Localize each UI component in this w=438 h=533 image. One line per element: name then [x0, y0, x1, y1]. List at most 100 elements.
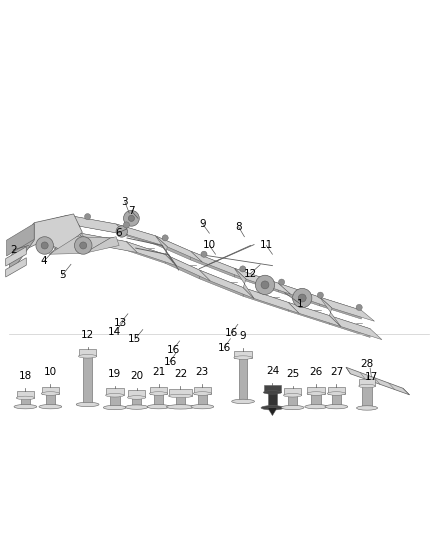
Text: 3: 3	[121, 197, 128, 207]
Circle shape	[128, 215, 134, 221]
Circle shape	[116, 226, 127, 237]
Text: 6: 6	[115, 228, 122, 238]
Text: 16: 16	[163, 357, 177, 367]
Bar	[234, 351, 252, 358]
Ellipse shape	[103, 405, 126, 410]
Polygon shape	[320, 297, 374, 321]
Polygon shape	[166, 255, 199, 279]
Bar	[176, 396, 185, 407]
Bar	[79, 349, 96, 356]
Polygon shape	[116, 224, 155, 245]
Text: 4: 4	[40, 256, 47, 266]
Text: 16: 16	[218, 343, 231, 352]
Polygon shape	[68, 215, 116, 233]
Polygon shape	[6, 258, 26, 277]
Circle shape	[74, 237, 92, 254]
Text: 12: 12	[244, 269, 257, 279]
Polygon shape	[278, 283, 332, 308]
Text: 9: 9	[240, 331, 247, 341]
Polygon shape	[49, 237, 110, 254]
Text: 20: 20	[130, 371, 143, 381]
Ellipse shape	[191, 405, 214, 409]
Polygon shape	[243, 287, 288, 311]
Polygon shape	[243, 287, 299, 313]
Polygon shape	[329, 316, 382, 340]
Ellipse shape	[39, 405, 62, 409]
Circle shape	[356, 304, 362, 311]
Ellipse shape	[359, 384, 375, 388]
Bar	[106, 388, 124, 395]
Text: 16: 16	[225, 328, 238, 338]
Text: 19: 19	[108, 369, 121, 378]
Bar	[264, 385, 281, 392]
Polygon shape	[288, 302, 341, 327]
Text: 26: 26	[310, 367, 323, 377]
Text: 9: 9	[199, 219, 206, 229]
Text: 18: 18	[19, 372, 32, 381]
Polygon shape	[33, 215, 80, 235]
Bar	[288, 395, 297, 408]
Bar	[359, 379, 375, 386]
Text: 17: 17	[365, 372, 378, 382]
Ellipse shape	[106, 393, 124, 397]
Ellipse shape	[41, 392, 60, 395]
Polygon shape	[155, 236, 191, 260]
Polygon shape	[26, 214, 82, 250]
Bar	[42, 386, 59, 393]
Ellipse shape	[325, 405, 348, 409]
Polygon shape	[10, 223, 34, 274]
Text: 10: 10	[203, 240, 216, 251]
Text: 10: 10	[44, 367, 57, 377]
Ellipse shape	[169, 394, 192, 398]
Polygon shape	[268, 408, 277, 416]
Circle shape	[240, 266, 246, 272]
Polygon shape	[234, 268, 278, 292]
Polygon shape	[33, 215, 68, 233]
Text: 24: 24	[266, 366, 279, 376]
Circle shape	[80, 242, 87, 249]
Circle shape	[201, 251, 207, 257]
Polygon shape	[6, 247, 26, 266]
Polygon shape	[329, 316, 370, 337]
Text: 12: 12	[81, 329, 94, 340]
Circle shape	[36, 237, 53, 254]
Bar	[150, 386, 167, 393]
Bar	[268, 392, 277, 408]
Circle shape	[279, 279, 285, 285]
Circle shape	[124, 211, 139, 226]
Text: 7: 7	[128, 206, 135, 216]
Text: 22: 22	[174, 369, 187, 379]
Ellipse shape	[305, 405, 328, 409]
Polygon shape	[84, 237, 119, 253]
Text: 5: 5	[59, 270, 66, 280]
Circle shape	[261, 281, 269, 289]
Polygon shape	[42, 233, 89, 251]
Polygon shape	[68, 215, 89, 244]
Circle shape	[124, 222, 130, 228]
Ellipse shape	[78, 354, 97, 358]
Bar	[328, 386, 345, 393]
Bar	[83, 356, 92, 405]
Polygon shape	[126, 241, 166, 263]
Ellipse shape	[16, 396, 35, 400]
Polygon shape	[7, 223, 34, 256]
Text: 11: 11	[260, 240, 273, 251]
Ellipse shape	[166, 405, 194, 409]
Ellipse shape	[327, 392, 346, 395]
Bar	[239, 358, 247, 401]
Polygon shape	[68, 215, 128, 235]
Bar	[332, 393, 341, 407]
Ellipse shape	[76, 402, 99, 407]
Circle shape	[162, 235, 168, 241]
Text: 25: 25	[286, 369, 299, 378]
Polygon shape	[126, 241, 177, 265]
Text: 16: 16	[166, 345, 180, 355]
Ellipse shape	[147, 405, 170, 409]
Polygon shape	[199, 270, 254, 298]
Ellipse shape	[234, 356, 252, 359]
Polygon shape	[191, 251, 246, 279]
Text: 27: 27	[330, 367, 343, 377]
Ellipse shape	[281, 405, 304, 410]
Polygon shape	[346, 367, 410, 395]
Ellipse shape	[125, 405, 148, 409]
